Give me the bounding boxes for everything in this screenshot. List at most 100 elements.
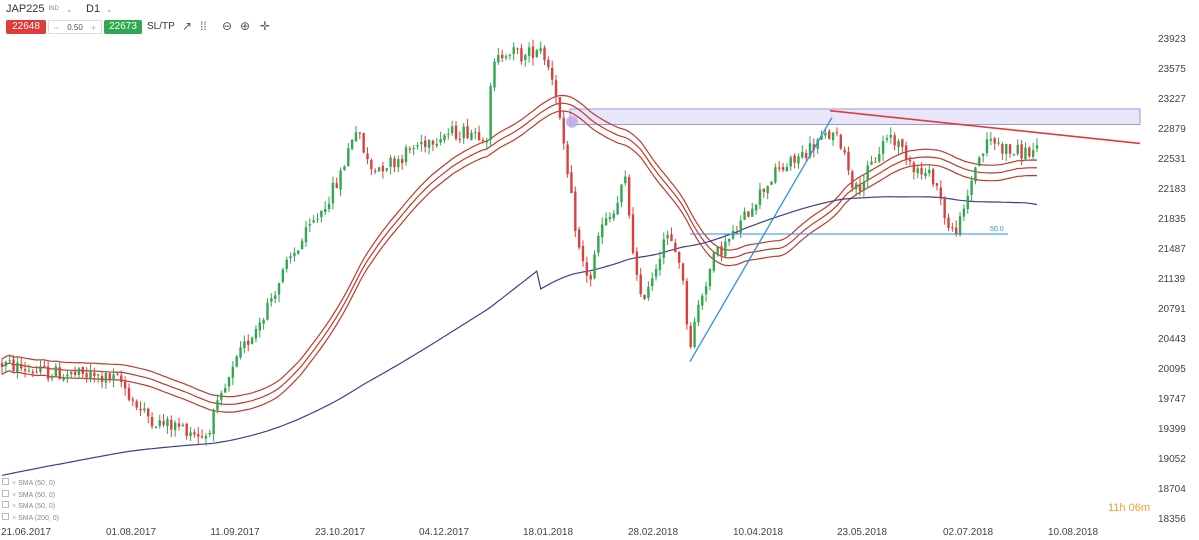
candle-body[interactable]: [193, 432, 196, 435]
candle-body[interactable]: [116, 374, 119, 376]
candle-body[interactable]: [612, 213, 615, 219]
candle-body[interactable]: [120, 375, 123, 383]
candle-body[interactable]: [943, 198, 946, 219]
candle-body[interactable]: [181, 424, 185, 426]
candle-body[interactable]: [647, 286, 650, 298]
indicator-row[interactable]: × SMA (200, 0): [2, 512, 59, 525]
candle-body[interactable]: [793, 155, 796, 163]
chevron-down-icon[interactable]: ⌄: [66, 5, 73, 14]
candle-body[interactable]: [500, 54, 504, 59]
chevron-down-icon[interactable]: ⌄: [106, 5, 113, 14]
candle-body[interactable]: [89, 371, 92, 379]
candle-body[interactable]: [947, 217, 950, 228]
candle-body[interactable]: [508, 54, 512, 56]
candle-body[interactable]: [470, 132, 473, 140]
candle-body[interactable]: [216, 400, 219, 410]
candle-body[interactable]: [574, 191, 577, 231]
candle-body[interactable]: [966, 195, 969, 210]
candle-body[interactable]: [993, 138, 996, 144]
candle-body[interactable]: [747, 211, 750, 217]
candle-body[interactable]: [935, 183, 939, 186]
candle-body[interactable]: [654, 269, 658, 277]
candle-body[interactable]: [223, 387, 227, 393]
candle-body[interactable]: [208, 432, 211, 435]
candle-body[interactable]: [77, 368, 81, 375]
candle-body[interactable]: [593, 254, 596, 279]
candle-body[interactable]: [339, 170, 342, 190]
candle-body[interactable]: [462, 126, 465, 139]
candle-body[interactable]: [835, 132, 839, 134]
candle-body[interactable]: [1012, 154, 1016, 156]
candle-body[interactable]: [304, 227, 308, 243]
candle-body[interactable]: [635, 251, 639, 275]
candle-body[interactable]: [197, 434, 200, 437]
candle-body[interactable]: [254, 328, 258, 339]
candle-body[interactable]: [928, 169, 931, 174]
candle-body[interactable]: [731, 230, 735, 239]
candle-body[interactable]: [539, 48, 542, 52]
candle-body[interactable]: [804, 152, 808, 159]
candle-body[interactable]: [831, 132, 835, 141]
candle-body[interactable]: [774, 167, 777, 183]
candle-body[interactable]: [616, 202, 619, 215]
candle-body[interactable]: [16, 362, 19, 373]
candle-body[interactable]: [527, 47, 531, 57]
candle-body[interactable]: [420, 141, 423, 145]
volume-stepper[interactable]: − 0.50 +: [48, 20, 102, 34]
candle-body[interactable]: [770, 181, 773, 185]
candle-body[interactable]: [1008, 144, 1012, 154]
resistance-zone[interactable]: [569, 108, 1141, 125]
settings-icon[interactable]: [2, 512, 9, 520]
candle-body[interactable]: [851, 171, 854, 188]
candle-body[interactable]: [624, 176, 627, 184]
candle-body[interactable]: [354, 132, 358, 142]
candle-body[interactable]: [377, 167, 381, 172]
candle-body[interactable]: [1001, 143, 1004, 154]
candle-body[interactable]: [235, 356, 238, 367]
candle-body[interactable]: [54, 366, 58, 378]
candle-body[interactable]: [666, 234, 669, 239]
candle-body[interactable]: [93, 372, 96, 376]
settings-icon[interactable]: [2, 478, 9, 485]
candle-body[interactable]: [881, 141, 885, 154]
indicator-row[interactable]: × SMA (50, 0): [2, 489, 59, 502]
candle-body[interactable]: [4, 361, 8, 367]
candle-body[interactable]: [189, 432, 192, 437]
candle-body[interactable]: [243, 341, 246, 348]
candle-body[interactable]: [393, 158, 396, 168]
candle-body[interactable]: [258, 322, 261, 331]
candle-body[interactable]: [370, 160, 373, 170]
candle-body[interactable]: [293, 252, 296, 257]
candle-body[interactable]: [535, 50, 539, 57]
candle-body[interactable]: [23, 369, 27, 371]
candle-body[interactable]: [447, 134, 450, 136]
candle-body[interactable]: [104, 372, 108, 383]
candle-body[interactable]: [547, 59, 550, 68]
candle-body[interactable]: [147, 408, 150, 417]
candle-body[interactable]: [381, 165, 385, 172]
candle-body[interactable]: [651, 278, 654, 287]
candle-body[interactable]: [585, 262, 589, 276]
settings-icon[interactable]: [2, 501, 9, 508]
candle-body[interactable]: [562, 117, 565, 144]
candle-body[interactable]: [239, 347, 242, 358]
candle-body[interactable]: [878, 154, 881, 162]
candle-body[interactable]: [108, 373, 111, 381]
indicators-icon[interactable]: ⁞⁞: [200, 19, 207, 33]
candle-body[interactable]: [154, 426, 158, 428]
candle-body[interactable]: [412, 148, 415, 150]
candle-body[interactable]: [781, 167, 785, 171]
candle-body[interactable]: [689, 325, 692, 347]
candle-body[interactable]: [250, 337, 254, 344]
candle-body[interactable]: [716, 246, 719, 255]
candle-body[interactable]: [62, 377, 65, 381]
candle-body[interactable]: [50, 376, 54, 379]
candle-body[interactable]: [812, 144, 816, 150]
close-icon[interactable]: ×: [12, 480, 17, 487]
candle-body[interactable]: [839, 134, 842, 149]
candle-body[interactable]: [604, 218, 608, 226]
candle-body[interactable]: [112, 374, 115, 380]
candle-body[interactable]: [297, 250, 300, 254]
candle-body[interactable]: [173, 422, 177, 431]
candle-body[interactable]: [262, 319, 265, 324]
